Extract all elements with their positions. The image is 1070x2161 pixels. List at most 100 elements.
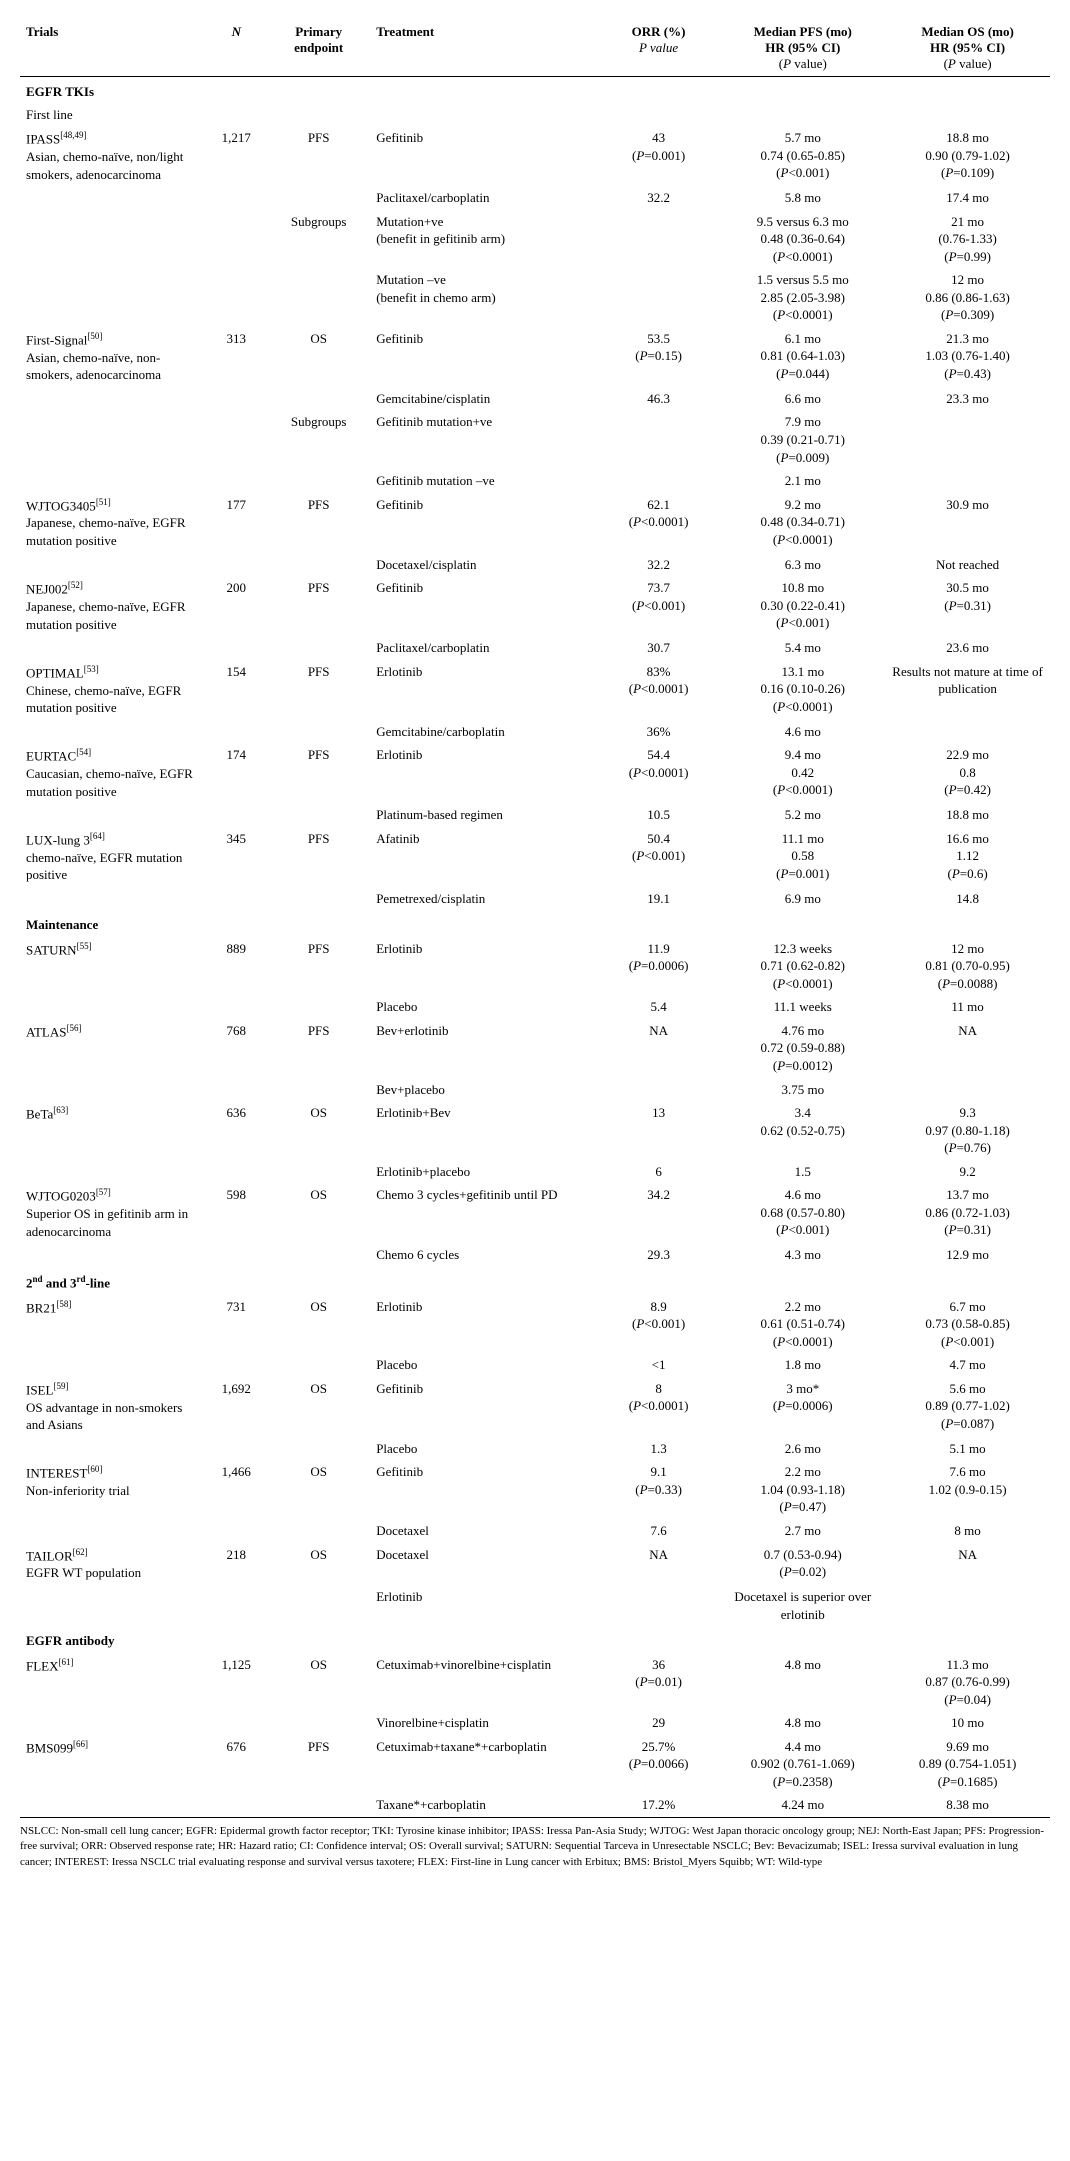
trial-cell: ATLAS[56] <box>20 1019 205 1078</box>
cell-os: 8 mo <box>885 1519 1050 1543</box>
cell-pfs: 4.8 mo <box>720 1711 885 1735</box>
cell-pfs: 4.4 mo0.902 (0.761-1.069)(P=0.2358) <box>720 1735 885 1794</box>
table-row: BR21[58]731OSErlotinib8.9(P<0.001)2.2 mo… <box>20 1295 1050 1354</box>
trial-cell: BeTa[63] <box>20 1101 205 1160</box>
cell: PFS <box>267 1735 370 1794</box>
cell: 768 <box>205 1019 267 1078</box>
cell: 1,125 <box>205 1653 267 1712</box>
cell-pfs: 4.6 mo0.68 (0.57-0.80)(P<0.001) <box>720 1183 885 1243</box>
trial-cell: IPASS[48,49]Asian, chemo-naïve, non/ligh… <box>20 126 205 186</box>
table-row: Erlotinib+placebo61.59.2 <box>20 1160 1050 1184</box>
trial-cell: BR21[58] <box>20 1295 205 1354</box>
cell: Erlotinib+Bev <box>370 1101 597 1160</box>
cell-os: 30.5 mo(P=0.31) <box>885 576 1050 636</box>
cell-pfs: 6.9 mo <box>720 887 885 911</box>
cell-os: 5.1 mo <box>885 1437 1050 1461</box>
cell-os: 6.7 mo0.73 (0.58-0.85)(P<0.001) <box>885 1295 1050 1354</box>
section-header: EGFR antibody <box>20 1626 1050 1653</box>
cell-orr: 1.3 <box>597 1437 721 1461</box>
cell: Chemo 3 cycles+gefitinib until PD <box>370 1183 597 1243</box>
cell-orr: 17.2% <box>597 1793 721 1817</box>
cell: OS <box>267 1101 370 1160</box>
header-orr: ORR (%) P value <box>597 20 721 77</box>
cell-orr: NA <box>597 1019 721 1078</box>
header-treatment: Treatment <box>370 20 597 77</box>
cell-orr: 54.4(P<0.0001) <box>597 743 721 803</box>
cell-pfs: 3.40.62 (0.52-0.75) <box>720 1101 885 1160</box>
table-row: TAILOR[62]EGFR WT population218OSDocetax… <box>20 1543 1050 1585</box>
trial-cell: SATURN[55] <box>20 937 205 996</box>
cell: Gefitinib <box>370 327 597 387</box>
cell: 598 <box>205 1183 267 1243</box>
cell-pfs: 11.1 weeks <box>720 995 885 1019</box>
trial-cell: EURTAC[54]Caucasian, chemo-naïve, EGFR m… <box>20 743 205 803</box>
table-row: Docetaxel/cisplatin32.26.3 moNot reached <box>20 553 1050 577</box>
cell-pfs: 4.24 mo <box>720 1793 885 1817</box>
table-row: Chemo 6 cycles29.34.3 mo12.9 mo <box>20 1243 1050 1267</box>
cell: PFS <box>267 937 370 996</box>
cell: 636 <box>205 1101 267 1160</box>
cell: OS <box>267 1543 370 1585</box>
cell: 218 <box>205 1543 267 1585</box>
cell-pfs: 2.7 mo <box>720 1519 885 1543</box>
cell-pfs: 2.2 mo0.61 (0.51-0.74)(P<0.0001) <box>720 1295 885 1354</box>
cell-orr: 62.1(P<0.0001) <box>597 493 721 553</box>
table-row: ErlotinibDocetaxel is superior over erlo… <box>20 1585 1050 1626</box>
cell-os: NA <box>885 1543 1050 1585</box>
cell-os: 13.7 mo0.86 (0.72-1.03)(P=0.31) <box>885 1183 1050 1243</box>
header-endpoint: Primary endpoint <box>267 20 370 77</box>
cell: Docetaxel <box>370 1543 597 1585</box>
cell-os: 4.7 mo <box>885 1353 1050 1377</box>
cell-os: 21 mo(0.76-1.33)(P=0.99) <box>885 210 1050 269</box>
table-row: BeTa[63]636OSErlotinib+Bev133.40.62 (0.5… <box>20 1101 1050 1160</box>
table-row: EURTAC[54]Caucasian, chemo-naïve, EGFR m… <box>20 743 1050 803</box>
cell-pfs: 4.76 mo0.72 (0.59-0.88)(P=0.0012) <box>720 1019 885 1078</box>
table-row: NEJ002[52]Japanese, chemo-naïve, EGFR mu… <box>20 576 1050 636</box>
cell-pfs: 4.8 mo <box>720 1653 885 1712</box>
trial-cell: INTEREST[60]Non-inferiority trial <box>20 1460 205 1519</box>
cell-orr: 8(P<0.0001) <box>597 1377 721 1437</box>
table-row: WJTOG3405[51]Japanese, chemo-naïve, EGFR… <box>20 493 1050 553</box>
table-footnote: NSLCC: Non-small cell lung cancer; EGFR:… <box>20 1818 1050 1870</box>
cell: Cetuximab+vinorelbine+cisplatin <box>370 1653 597 1712</box>
cell-pfs: 12.3 weeks0.71 (0.62-0.82)(P<0.0001) <box>720 937 885 996</box>
cell-os: Not reached <box>885 553 1050 577</box>
table-row: Taxane*+carboplatin17.2%4.24 mo8.38 mo <box>20 1793 1050 1817</box>
cell-pfs: 5.4 mo <box>720 636 885 660</box>
cell-orr: 10.5 <box>597 803 721 827</box>
cell-orr: 25.7%(P=0.0066) <box>597 1735 721 1794</box>
cell-os: 11 mo <box>885 995 1050 1019</box>
table-row: IPASS[48,49]Asian, chemo-naïve, non/ligh… <box>20 126 1050 186</box>
section-header: Maintenance <box>20 910 1050 937</box>
table-row: SubgroupsGefitinib mutation+ve7.9 mo0.39… <box>20 410 1050 469</box>
cell: Erlotinib <box>370 1295 597 1354</box>
cell-os: 18.8 mo0.90 (0.79-1.02)(P=0.109) <box>885 126 1050 186</box>
cell-orr: 7.6 <box>597 1519 721 1543</box>
cell-os: Results not mature at time of publicatio… <box>885 660 1050 720</box>
table-row: Vinorelbine+cisplatin294.8 mo10 mo <box>20 1711 1050 1735</box>
cell-os <box>885 720 1050 744</box>
cell-pfs: 1.5 <box>720 1160 885 1184</box>
table-row: Bev+placebo3.75 mo <box>20 1078 1050 1102</box>
table-row: OPTIMAL[53]Chinese, chemo-naïve, EGFR mu… <box>20 660 1050 720</box>
header-n: N <box>205 20 267 77</box>
cell-orr <box>597 1078 721 1102</box>
cell-orr: 83%(P<0.0001) <box>597 660 721 720</box>
cell-os: 14.8 <box>885 887 1050 911</box>
cell: Gefitinib <box>370 1377 597 1437</box>
cell-orr: 50.4(P<0.001) <box>597 827 721 887</box>
cell: 676 <box>205 1735 267 1794</box>
cell-orr <box>597 1585 721 1626</box>
cell: Gefitinib <box>370 1460 597 1519</box>
trial-cell: WJTOG3405[51]Japanese, chemo-naïve, EGFR… <box>20 493 205 553</box>
table-row: SATURN[55]889PFSErlotinib11.9(P=0.0006)1… <box>20 937 1050 996</box>
cell: OS <box>267 1460 370 1519</box>
cell-pfs: 1.8 mo <box>720 1353 885 1377</box>
table-row: SubgroupsMutation+ve(benefit in gefitini… <box>20 210 1050 269</box>
cell-orr: 53.5(P=0.15) <box>597 327 721 387</box>
trial-cell: LUX-lung 3[64]chemo-naïve, EGFR mutation… <box>20 827 205 887</box>
cell-orr: <1 <box>597 1353 721 1377</box>
table-row: FLEX[61]1,125OSCetuximab+vinorelbine+cis… <box>20 1653 1050 1712</box>
table-row: Gemcitabine/cisplatin46.36.6 mo23.3 mo <box>20 387 1050 411</box>
cell: PFS <box>267 126 370 186</box>
